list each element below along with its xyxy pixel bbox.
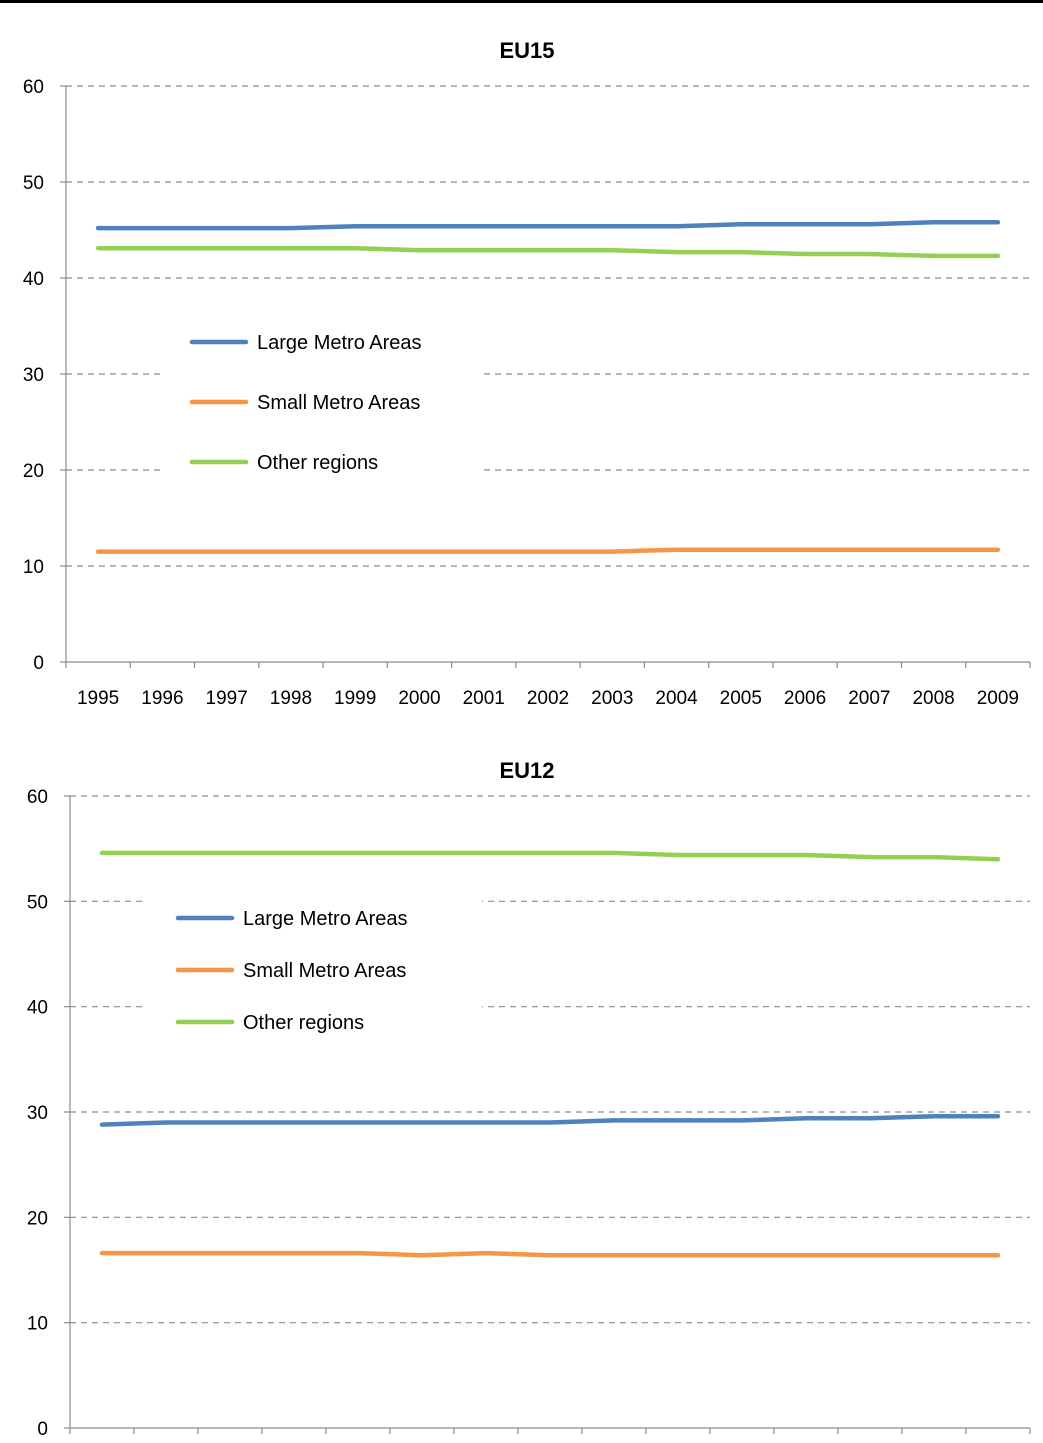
y-tick-label: 40 [23, 269, 44, 290]
x-tick-label: 2002 [527, 688, 569, 709]
y-tick-label: 50 [23, 173, 44, 194]
y-tick-label: 0 [37, 1419, 48, 1440]
x-tick-label: 2009 [977, 688, 1019, 709]
x-tick-label: 2008 [912, 688, 954, 709]
x-tick-label: 2001 [463, 688, 505, 709]
legend: Large Metro Areas Small Metro Areas Other … [146, 875, 482, 1035]
y-tick-label: 10 [27, 1314, 48, 1335]
legend-box [146, 875, 482, 1035]
y-tick-label: 30 [27, 1103, 48, 1124]
legend-label: Small Metro Areas [243, 960, 406, 982]
chart-title: EU12 [499, 758, 554, 783]
x-tick-label: 1995 [77, 688, 119, 709]
y-tick-label: 10 [23, 557, 44, 578]
y-tick-label: 30 [23, 365, 44, 386]
series-line-other-regions [99, 850, 1001, 862]
series-line-large-metro-areas [99, 1113, 1001, 1127]
y-tick-label: 20 [23, 461, 44, 482]
top-border-rule [0, 0, 1043, 3]
legend-label: Large Metro Areas [257, 332, 422, 354]
y-tick-label: 0 [33, 653, 44, 674]
y-tick-label: 60 [23, 77, 44, 98]
x-tick-label: 2003 [591, 688, 633, 709]
series-lines [99, 850, 1001, 1258]
x-tick-label: 2005 [720, 688, 762, 709]
y-tick-label: 40 [27, 998, 48, 1019]
legend: Large Metro Areas Small Metro Areas Other … [160, 312, 484, 492]
chart-eu12: EU12 01020304050601995199619971998199920… [0, 740, 1043, 1440]
legend-label: Other regions [243, 1012, 364, 1034]
x-tick-label: 2000 [398, 688, 440, 709]
axes: 0102030405060199519961997199819992000200… [27, 787, 1031, 1440]
x-tick-label: 2006 [784, 688, 826, 709]
y-tick-label: 20 [27, 1208, 48, 1229]
x-tick-label: 1997 [206, 688, 248, 709]
chart-eu15: EU15 0 10 20 30 40 50 60 1995 1996 1997 1998 1999 20… [0, 20, 1043, 720]
series-line-large-metro-areas [95, 220, 1001, 231]
chart-title: EU15 [499, 38, 554, 63]
axes: 0 10 20 30 40 50 60 1995 1996 1997 1998 1999 2000 200… [23, 77, 1031, 709]
legend-label: Small Metro Areas [257, 392, 420, 414]
x-tick-label: 2007 [848, 688, 890, 709]
x-tick-label: 1996 [141, 688, 183, 709]
series-line-other-regions [95, 245, 1001, 259]
legend-label: Large Metro Areas [243, 908, 408, 930]
legend-label: Other regions [257, 452, 378, 474]
x-tick-label: 2004 [655, 688, 698, 709]
series-line-small-metro-areas [99, 1250, 1001, 1258]
gridlines [66, 85, 1030, 567]
x-tick-label: 1998 [270, 688, 312, 709]
chart-eu15-svg: EU15 0 10 20 30 40 50 60 1995 1996 1997 1998 1999 20… [23, 38, 1031, 709]
y-tick-label: 50 [27, 892, 48, 913]
x-tick-label: 1999 [334, 688, 376, 709]
series-lines [95, 220, 1001, 554]
chart-eu12-svg: EU12 01020304050601995199619971998199920… [27, 758, 1031, 1440]
y-tick-label: 60 [27, 787, 48, 808]
series-line-small-metro-areas [95, 547, 1001, 554]
